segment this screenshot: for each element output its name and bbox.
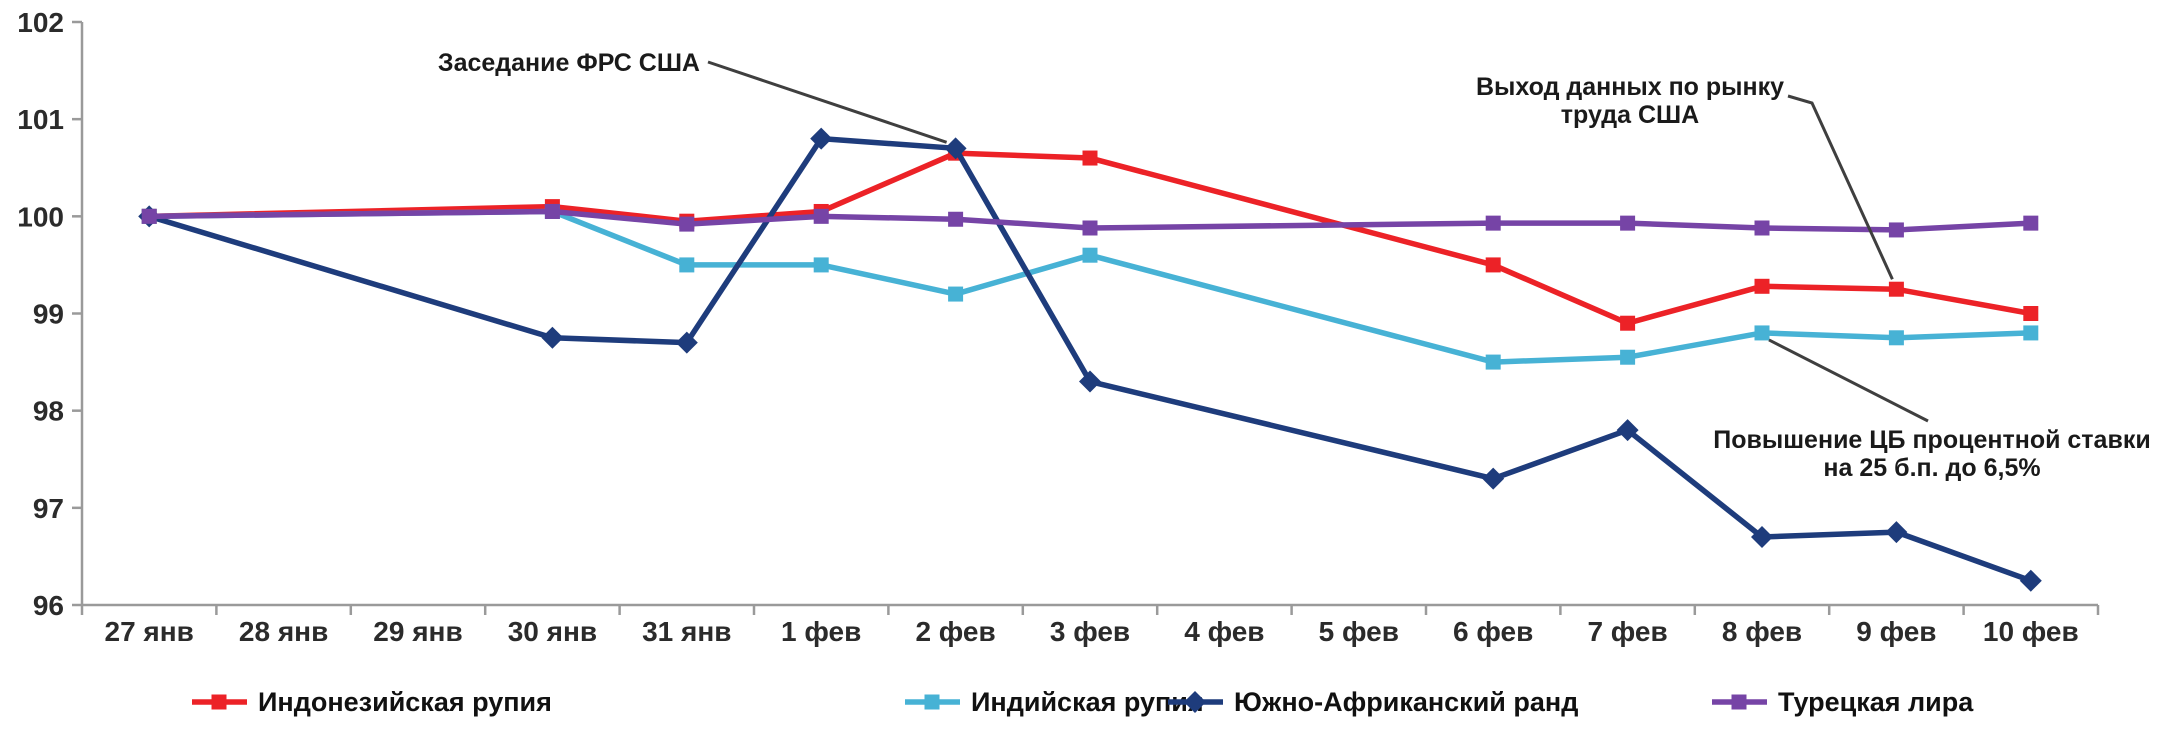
y-axis-label: 97 [33,493,64,524]
series-marker-turkish-lira [1754,220,1770,236]
series-marker-indonesian-rupiah [2023,306,2039,321]
legend-label-turkish-lira: Турецкая лира [1778,687,1974,717]
x-axis-label: 4 фев [1184,616,1264,647]
legend-item-south-african-rand: Южно-Африканский ранд [1168,687,1578,717]
legend-item-turkish-lira: Турецкая лира [1712,687,1974,717]
series-marker-turkish-lira [1082,220,1098,236]
legend-label-indian-rupee: Индийская рупия [971,687,1204,717]
series-marker-turkish-lira [1620,215,1636,231]
annotation-line: Заседание ФРС США [438,49,700,77]
series-marker-indian-rupee [948,286,964,302]
series-marker-legend-indonesian-rupiah [211,694,227,710]
x-axis-label: 2 фев [915,616,995,647]
annotation-arrow-0 [707,60,948,144]
series-marker-south-african-rand [944,137,967,160]
x-axis-label: 29 янв [373,616,462,647]
y-axis-label: 102 [17,7,64,38]
series-marker-indonesian-rupiah [1620,315,1636,331]
series-marker-south-african-rand [1885,521,1908,544]
series-marker-indonesian-rupiah [1485,257,1501,273]
series-marker-south-african-rand [1079,370,1101,393]
x-axis-label: 6 фев [1453,616,1533,647]
y-axis-label: 99 [33,299,64,330]
series-indian-rupee [141,203,2039,370]
series-marker-south-african-rand [541,326,564,349]
series-marker-legend-south-african-rand [1184,691,1206,713]
series-marker-indian-rupee [813,257,829,273]
y-axis-label: 100 [17,201,64,232]
annotation-line: на 25 б.п. до 6,5% [1823,454,2040,482]
series-marker-indian-rupee [1485,354,1501,370]
series-marker-south-african-rand [1482,467,1505,490]
series-marker-indian-rupee [2023,325,2039,341]
x-axis-label: 5 фев [1319,616,1399,647]
series-marker-turkish-lira [813,208,829,224]
x-axis-label: 30 янв [508,616,597,647]
series-marker-indian-rupee [1754,325,1770,341]
y-axis-label: 98 [33,396,64,427]
annotation-text-1: Выход данных по рынку труда США [1476,73,1784,129]
x-axis-label: 8 фев [1722,616,1802,647]
series-marker-south-african-rand [2019,569,2042,592]
annotation-line: Выход данных по рынку [1476,73,1784,101]
series-marker-turkish-lira [141,208,157,224]
series-marker-turkish-lira [1485,215,1501,231]
series-south-african-rand [138,127,2042,592]
series-marker-legend-indian-rupee [924,694,940,710]
x-axis-label: 3 фев [1050,616,1130,647]
series-marker-indian-rupee [679,257,695,273]
series-marker-indian-rupee [1082,247,1098,263]
series-marker-south-african-rand [1616,419,1639,442]
x-axis-label: 7 фев [1587,616,1667,647]
legend: Индонезийская рупия Индийская рупия Южно-А… [192,687,1974,717]
series-marker-indian-rupee [1620,349,1636,365]
series-marker-turkish-lira [2023,215,2039,231]
series-marker-turkish-lira [544,203,560,219]
x-axis-label: 10 фев [1983,616,2079,647]
series-marker-turkish-lira [948,211,964,227]
series-indonesian-rupiah [141,145,2039,331]
series-marker-south-african-rand [810,127,833,150]
annotation-text-0: Заседание ФРС США [438,49,700,77]
y-axis-label: 96 [33,590,64,621]
series-marker-turkish-lira [1888,222,1904,238]
legend-label-indonesian-rupiah: Индонезийская рупия [258,687,552,717]
y-axis-label: 101 [17,104,64,135]
legend-item-indonesian-rupiah: Индонезийская рупия [192,687,552,717]
series-marker-indonesian-rupiah [1754,278,1770,294]
series-turkish-lira [141,203,2039,238]
series-marker-south-african-rand [675,331,698,354]
x-axis-label: 28 янв [239,616,328,647]
series-marker-south-african-rand [1751,525,1773,548]
series-marker-turkish-lira [679,216,695,232]
series-line-indonesian-rupiah [146,150,2034,326]
annotation-text-2: Повышение ЦБ процентной ставки на 25 б.п.… [1713,426,2150,482]
annotation-arrow-1 [1787,94,1894,280]
series-marker-indonesian-rupiah [1082,150,1098,166]
series-marker-legend-turkish-lira [1731,694,1747,710]
series-marker-indonesian-rupiah [1888,281,1904,297]
annotation-line: Повышение ЦБ процентной ставки [1713,426,2150,454]
legend-item-indian-rupee: Индийская рупия [905,687,1204,717]
x-axis-label: 1 фев [781,616,861,647]
x-axis-label: 27 янв [105,616,194,647]
x-axis-label: 9 фев [1856,616,1936,647]
x-axis-label: 31 янв [642,616,731,647]
series-marker-indian-rupee [1888,330,1904,346]
series-line-south-african-rand [146,135,2034,584]
annotation-line: труда США [1561,101,1699,129]
legend-label-south-african-rand: Южно-Африканский ранд [1234,687,1578,717]
annotation-arrow-2 [1768,338,1929,423]
